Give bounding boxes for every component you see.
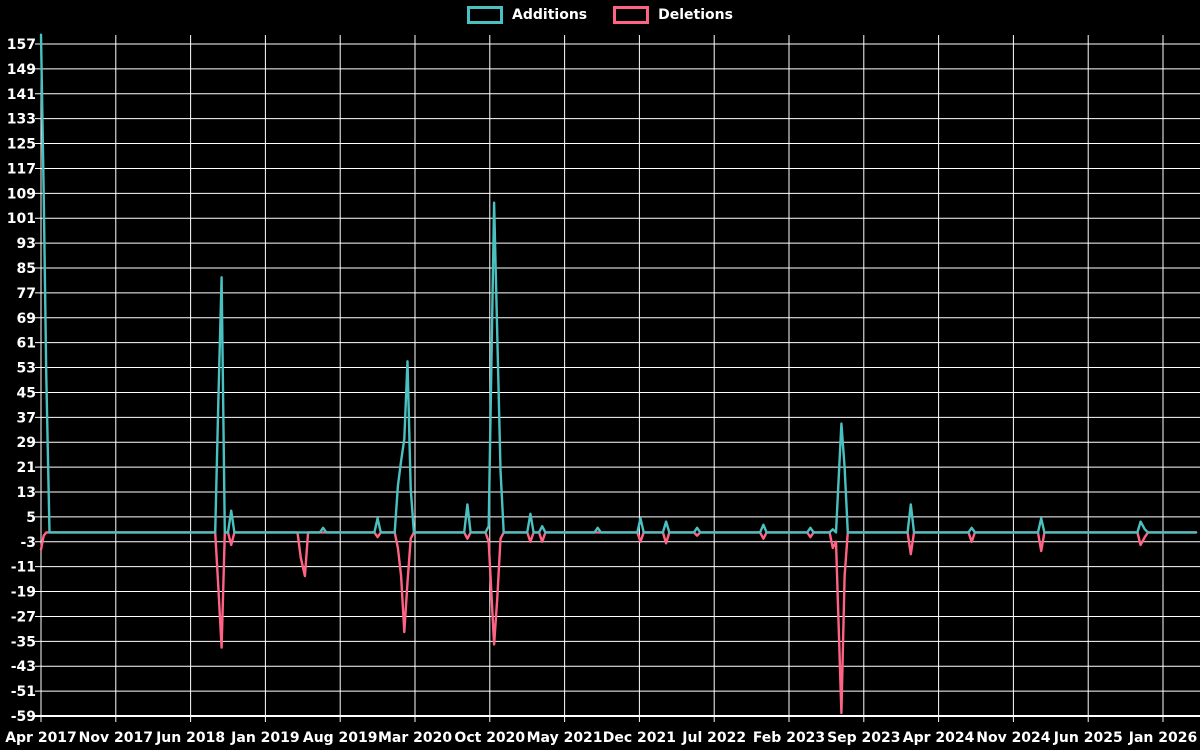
legend-label-deletions: Deletions bbox=[658, 7, 733, 23]
y-tick-label: -35 bbox=[11, 634, 36, 650]
y-tick-label: 93 bbox=[17, 236, 36, 252]
y-tick-label: 125 bbox=[7, 137, 36, 153]
x-tick-label: Jun 2025 bbox=[1053, 730, 1123, 746]
y-tick-label: 29 bbox=[17, 435, 36, 451]
x-tick-label: Dec 2021 bbox=[603, 730, 676, 746]
y-tick-label: 157 bbox=[7, 37, 36, 53]
x-tick-label: Jul 2022 bbox=[681, 730, 746, 746]
y-tick-label: -27 bbox=[11, 609, 36, 625]
legend-item-deletions[interactable]: Deletions bbox=[613, 6, 733, 24]
x-tick-label: Apr 2024 bbox=[903, 730, 975, 746]
y-tick-label: 149 bbox=[7, 62, 36, 78]
y-tick-label: 61 bbox=[17, 336, 36, 352]
x-tick-label: Nov 2017 bbox=[79, 730, 153, 746]
legend-item-additions[interactable]: Additions bbox=[467, 6, 587, 24]
x-tick-label: Apr 2017 bbox=[5, 730, 77, 746]
x-tick-label: Nov 2024 bbox=[976, 730, 1051, 746]
y-tick-label: 117 bbox=[7, 161, 36, 177]
y-tick-label: 101 bbox=[7, 211, 36, 227]
x-tick-label: May 2021 bbox=[527, 730, 603, 746]
deletions-line bbox=[39, 531, 1198, 715]
x-tick-label: Mar 2020 bbox=[378, 730, 452, 746]
y-tick-label: -3 bbox=[20, 535, 36, 551]
y-tick-label: 21 bbox=[17, 460, 36, 476]
x-tick-label: Oct 2020 bbox=[454, 730, 525, 746]
y-tick-label: -11 bbox=[11, 560, 36, 576]
y-tick-label: 85 bbox=[17, 261, 36, 277]
y-tick-label: 69 bbox=[17, 311, 36, 327]
y-tick-label: 13 bbox=[17, 485, 36, 501]
x-tick-label: Feb 2023 bbox=[753, 730, 825, 746]
x-tick-label: Jan 2026 bbox=[1128, 730, 1197, 746]
y-tick-label: -51 bbox=[11, 684, 36, 700]
y-tick-label: 133 bbox=[7, 112, 36, 128]
y-tick-label: -19 bbox=[11, 585, 36, 601]
y-tick-label: 37 bbox=[17, 410, 36, 426]
y-tick-label: 141 bbox=[7, 87, 36, 103]
additions-line bbox=[39, 33, 1198, 534]
y-tick-label: 45 bbox=[17, 385, 36, 401]
y-tick-label: 77 bbox=[17, 286, 36, 302]
legend-label-additions: Additions bbox=[512, 7, 588, 23]
y-tick-label: 5 bbox=[26, 510, 36, 526]
y-tick-label: -43 bbox=[11, 659, 36, 675]
legend: Additions Deletions bbox=[0, 6, 1200, 24]
y-tick-label: 53 bbox=[17, 361, 36, 377]
x-tick-label: Aug 2019 bbox=[303, 730, 378, 746]
y-tick-label: 109 bbox=[7, 186, 36, 202]
x-tick-label: Jan 2019 bbox=[230, 730, 299, 746]
additions-swatch-icon bbox=[467, 6, 504, 24]
x-tick-label: Sep 2023 bbox=[827, 730, 900, 746]
y-tick-label: -59 bbox=[11, 709, 36, 725]
x-tick-label: Jun 2018 bbox=[155, 730, 225, 746]
deletions-swatch-icon bbox=[613, 6, 650, 24]
